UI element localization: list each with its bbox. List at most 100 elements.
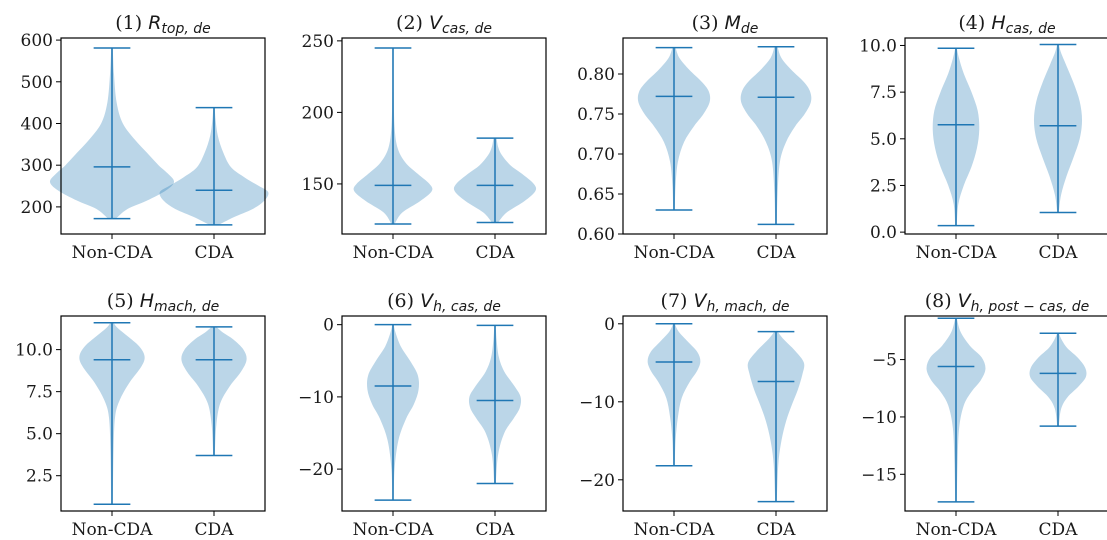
panel-title-variable: V [429, 12, 444, 34]
y-tick-label: 2.5 [26, 467, 53, 487]
x-tick-label: Non-CDA [634, 243, 715, 263]
violin-cda [740, 46, 812, 226]
x-tick-label: CDA [476, 520, 516, 540]
y-tick-label: 200 [21, 198, 53, 218]
violin-cda [159, 106, 269, 226]
panel-title-prefix: (2) [396, 12, 429, 34]
x-tick-label: CDA [757, 520, 797, 540]
panel-3: (3) Mde 0.60 0.65 0.70 0.75 0.80 Non-CDA CDA [577, 12, 828, 263]
y-tick-label: 0.65 [577, 185, 615, 205]
violin-non-cda [926, 317, 986, 503]
violin-non-cda [932, 47, 980, 227]
panel-title-variable: V [420, 290, 435, 312]
x-tick-label: CDA [195, 520, 235, 540]
axes-frame [904, 37, 1107, 235]
panel-title-prefix: (7) [661, 290, 694, 312]
violin-non-cda [647, 323, 701, 467]
y-tick-label: −10 [579, 393, 615, 413]
y-tick-label: 0.75 [577, 105, 615, 125]
x-tick-label: Non-CDA [353, 520, 434, 540]
y-tick-label: −5 [872, 351, 897, 371]
violin-cda [468, 324, 522, 485]
y-tick-label: 300 [21, 156, 53, 176]
panel-title-variable: V [693, 290, 708, 312]
y-tick-label: 0.70 [577, 145, 615, 165]
y-tick-label: 400 [21, 114, 53, 134]
x-tick-label: Non-CDA [916, 520, 997, 540]
y-tick-label: 500 [21, 73, 53, 93]
panel-title-prefix: (5) [107, 290, 140, 312]
panel-1: (1) Rtop, de 200 300 400 500 600 Non-CDA CDA [21, 12, 269, 263]
y-tick-label: −20 [298, 460, 334, 480]
y-tick-label: 10.0 [15, 341, 53, 361]
x-tick-label: Non-CDA [353, 243, 434, 263]
y-tick-label: 7.5 [870, 83, 897, 103]
panel-title-prefix: (1) [115, 12, 148, 34]
violin-cda [453, 137, 537, 224]
panel-4: (4) Hcas, de 0.0 2.5 5.0 7.5 10.0 Non-CDA CDA [859, 12, 1107, 263]
y-tick-label: 2.5 [870, 176, 897, 196]
panel-title: (5) Hmach, de [107, 290, 219, 315]
y-tick-label: 7.5 [26, 383, 53, 403]
x-tick-label: CDA [476, 243, 516, 263]
axes-frame [622, 315, 828, 512]
x-tick-label: CDA [1039, 243, 1079, 263]
panel-title-subscript: top, de [161, 21, 210, 37]
panel-title: (7) Vh, mach, de [661, 290, 790, 315]
x-tick-label: CDA [757, 243, 797, 263]
panel-title: (3) Mde [692, 12, 759, 37]
axes-frame [341, 315, 547, 512]
panel-title-prefix: (3) [692, 12, 725, 34]
violin-cda [1033, 43, 1083, 214]
violin-cda [181, 326, 247, 457]
y-tick-label: 5.0 [870, 130, 897, 150]
panel-title-prefix: (8) [925, 290, 958, 312]
violin-non-cda [49, 47, 175, 220]
y-tick-label: −10 [861, 408, 897, 428]
panel-title: (8) Vh, post − cas, de [925, 290, 1090, 315]
panel-title-variable: H [140, 290, 154, 312]
y-tick-label: 0.80 [577, 65, 615, 85]
y-tick-label: 200 [302, 103, 334, 123]
violin-non-cda [367, 323, 419, 501]
panel-title-subscript: cas, de [1006, 21, 1056, 37]
y-tick-label: 0.0 [870, 223, 897, 243]
panel-title: (1) Rtop, de [115, 12, 211, 37]
y-tick-label: 5.0 [26, 425, 53, 445]
x-tick-label: Non-CDA [72, 520, 153, 540]
panel-title-subscript: h, post − cas, de [971, 299, 1090, 315]
axes-frame [60, 37, 266, 235]
y-tick-label: 600 [21, 31, 53, 51]
panel-title: (2) Vcas, de [396, 12, 492, 37]
axes-frame [60, 315, 266, 512]
x-tick-label: CDA [1039, 520, 1079, 540]
axes-frame [341, 37, 547, 235]
panel-title-prefix: (6) [387, 290, 420, 312]
panel-title-prefix: (4) [958, 12, 991, 34]
x-tick-label: CDA [195, 243, 235, 263]
y-tick-label: 0 [323, 316, 334, 336]
panel-5: (5) Hmach, de 2.5 5.0 7.5 10.0 Non-CDA CDA [15, 290, 266, 540]
axes-frame [622, 37, 828, 235]
y-tick-label: 250 [302, 32, 334, 52]
x-tick-label: Non-CDA [72, 243, 153, 263]
axes-frame [904, 315, 1107, 512]
x-tick-label: Non-CDA [916, 243, 997, 263]
panel-6: (6) Vh, cas, de −20 −10 0 Non-CDA CDA [298, 290, 547, 540]
x-tick-label: Non-CDA [634, 520, 715, 540]
panel-2: (2) Vcas, de 150 200 250 Non-CDA CDA [302, 12, 547, 263]
panel-title-subscript: h, cas, de [433, 299, 501, 315]
panel-title-variable: V [958, 290, 973, 312]
violin-non-cda [353, 47, 433, 225]
panel-title: (6) Vh, cas, de [387, 290, 501, 315]
panel-title-subscript: cas, de [442, 21, 492, 37]
panel-title-variable: M [725, 12, 741, 34]
panel-title: (4) Hcas, de [958, 12, 1055, 37]
y-tick-label: −20 [579, 471, 615, 491]
panel-title-variable: H [991, 12, 1005, 34]
violin-cda [1029, 332, 1087, 427]
violin-non-cda [637, 46, 711, 211]
y-tick-label: 0 [604, 315, 615, 335]
panel-title-variable: R [148, 12, 161, 34]
